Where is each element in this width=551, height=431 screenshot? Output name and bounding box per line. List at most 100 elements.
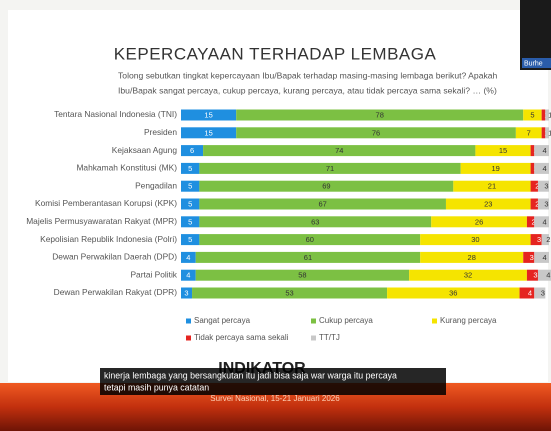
bar-segment bbox=[526, 216, 535, 228]
data-label: 58 bbox=[298, 271, 306, 280]
bar-segment bbox=[541, 127, 546, 139]
category-label: Komisi Pemberantasan Korupsi (KPK) bbox=[35, 198, 177, 208]
bar-segment bbox=[534, 216, 549, 228]
legend-swatch bbox=[432, 318, 437, 324]
bar-segment bbox=[530, 198, 538, 210]
data-label: 4 bbox=[543, 217, 547, 226]
data-label: 5 bbox=[530, 110, 534, 119]
data-label: 2 bbox=[535, 182, 539, 191]
legend-swatch bbox=[311, 318, 316, 324]
caption: tetapi masih punya catatan bbox=[104, 382, 209, 392]
data-label: 7 bbox=[527, 128, 531, 137]
data-label: 60 bbox=[306, 235, 314, 244]
bar-segment bbox=[541, 109, 546, 121]
bar-segment bbox=[530, 234, 542, 246]
bar-segment bbox=[181, 162, 200, 174]
chart: Tentara Nasional Indonesia (TNI) 15 78 5 1 1 P… bbox=[26, 109, 551, 299]
bar-segment bbox=[203, 145, 476, 157]
data-label: 4 bbox=[543, 164, 547, 173]
data-label: 5 bbox=[188, 182, 192, 191]
bar-segment bbox=[195, 269, 410, 281]
bar-segment bbox=[530, 162, 535, 174]
chart-title: KEPERCAYAAN TERHADAP LEMBAGA bbox=[114, 44, 437, 63]
data-label: 32 bbox=[464, 271, 472, 280]
bar-segment bbox=[409, 269, 527, 281]
bar-segment bbox=[181, 216, 200, 228]
bar-segment bbox=[545, 127, 549, 139]
bar-segment bbox=[534, 287, 546, 299]
data-label: 4 bbox=[543, 253, 547, 262]
bar-segment bbox=[530, 145, 535, 157]
data-label: 69 bbox=[322, 182, 330, 191]
data-label: 3 bbox=[541, 288, 545, 297]
bar-segment bbox=[534, 145, 549, 157]
data-label: 1 bbox=[548, 128, 551, 137]
category-label: Mahkamah Konstitusi (MK) bbox=[76, 163, 177, 173]
bar-segment bbox=[181, 287, 193, 299]
bar-segment bbox=[523, 251, 535, 263]
bar-segment bbox=[236, 127, 516, 139]
data-label: 76 bbox=[372, 128, 380, 137]
data-label: 78 bbox=[376, 110, 384, 119]
bar-segment bbox=[537, 269, 551, 281]
bar-segment bbox=[530, 180, 538, 192]
bar-segment bbox=[199, 180, 454, 192]
category-label: Majelis Permusyawaratan Rakyat (MPR) bbox=[26, 216, 177, 226]
data-label: 15 bbox=[204, 110, 212, 119]
bar-segment bbox=[236, 109, 524, 121]
data-label: 26 bbox=[475, 217, 483, 226]
data-label: 3 bbox=[544, 182, 548, 191]
data-label: 2 bbox=[532, 217, 536, 226]
bar-segment bbox=[420, 234, 531, 246]
slide-area bbox=[8, 10, 548, 382]
data-label: 1 bbox=[548, 110, 551, 119]
bar-segment bbox=[545, 109, 549, 121]
data-label: 23 bbox=[484, 199, 492, 208]
category-label: Tentara Nasional Indonesia (TNI) bbox=[54, 109, 177, 119]
bar-segment bbox=[199, 198, 446, 210]
bar-segment bbox=[199, 162, 461, 174]
category-label: Kepolisian Republik Indonesia (Polri) bbox=[40, 234, 177, 244]
legend: Sangat percaya Cukup percaya Kurang percay… bbox=[186, 316, 497, 342]
data-label: 3 bbox=[533, 271, 537, 280]
data-label: 3 bbox=[184, 288, 188, 297]
legend-label: Cukup percaya bbox=[319, 316, 373, 325]
data-label: 4 bbox=[186, 253, 190, 262]
category-label: Pengadilan bbox=[135, 180, 177, 190]
data-label: 67 bbox=[319, 199, 327, 208]
legend-label: TT/TJ bbox=[319, 333, 340, 342]
category-label: Presiden bbox=[144, 127, 177, 137]
bar-segment bbox=[420, 251, 524, 263]
category-label: Dewan Perwakilan Rakyat (DPR) bbox=[54, 287, 178, 297]
category-label: Partai Politik bbox=[130, 269, 177, 279]
data-label: 4 bbox=[543, 146, 547, 155]
data-label: 36 bbox=[449, 288, 457, 297]
data-label: 5 bbox=[188, 164, 192, 173]
bar-segment bbox=[526, 269, 538, 281]
bar-segment bbox=[515, 127, 542, 139]
bar-segment bbox=[519, 287, 535, 299]
data-label: 21 bbox=[488, 182, 496, 191]
legend-label: Kurang percaya bbox=[440, 316, 497, 325]
data-label: 71 bbox=[326, 164, 334, 173]
data-label: 61 bbox=[304, 253, 312, 262]
caption: kinerja lembaga yang bersangkutan itu ja… bbox=[104, 370, 397, 380]
data-label: 5 bbox=[188, 235, 192, 244]
data-label: 6 bbox=[190, 146, 194, 155]
bar-segment bbox=[523, 109, 542, 121]
bar-segment bbox=[199, 216, 432, 228]
bar-segment bbox=[534, 251, 549, 263]
speaker-tag bbox=[522, 58, 551, 68]
category-label: Kejaksaan Agung bbox=[112, 145, 178, 155]
bar-segment bbox=[192, 287, 388, 299]
legend-swatch bbox=[186, 318, 191, 324]
bar-segment bbox=[475, 145, 531, 157]
bar-segment bbox=[199, 234, 421, 246]
data-label: 3 bbox=[537, 235, 541, 244]
legend-swatch bbox=[186, 335, 191, 341]
data-label: 5 bbox=[188, 217, 192, 226]
data-label: 3 bbox=[530, 253, 534, 262]
bar-segment bbox=[537, 180, 549, 192]
bar-segment bbox=[181, 127, 237, 139]
